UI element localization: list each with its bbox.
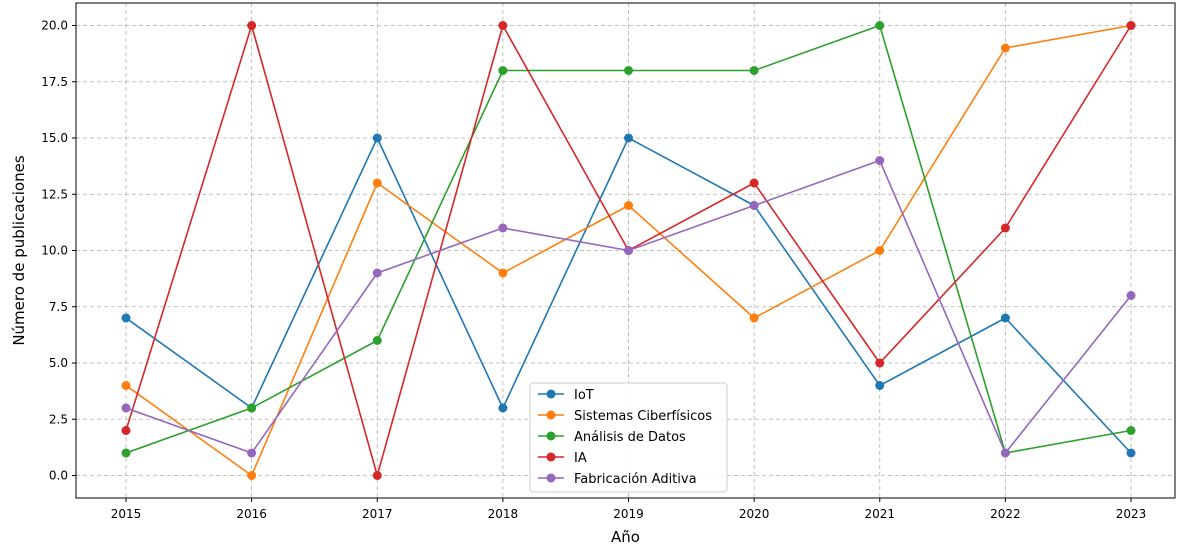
data-point-analisis-de-datos bbox=[372, 336, 382, 345]
x-tick-label: 2022 bbox=[990, 507, 1021, 521]
data-point-analisis-de-datos bbox=[498, 66, 508, 75]
data-point-analisis-de-datos bbox=[624, 66, 633, 75]
data-point-sistemas-ciberfisicos bbox=[1000, 43, 1010, 53]
legend-label-iot: IoT bbox=[574, 388, 594, 403]
data-point-ia bbox=[1000, 223, 1010, 233]
data-point-sistemas-ciberfisicos bbox=[624, 201, 633, 210]
data-point-analisis-de-datos bbox=[1126, 426, 1136, 435]
legend-box bbox=[529, 382, 728, 493]
data-point-fabricacion-aditiva bbox=[624, 246, 633, 255]
data-point-fabricacion-aditiva bbox=[1000, 448, 1010, 458]
legend-label-analisis-de-datos: Análisis de Datos bbox=[574, 430, 686, 445]
data-point-fabricacion-aditiva bbox=[1126, 291, 1136, 300]
data-point-fabricacion-aditiva bbox=[749, 201, 759, 210]
legend-swatch-marker bbox=[546, 452, 556, 462]
data-point-ia bbox=[875, 358, 885, 368]
data-point-iot bbox=[624, 133, 633, 143]
data-point-iot bbox=[372, 133, 382, 143]
data-point-sistemas-ciberfisicos bbox=[875, 246, 885, 255]
legend-label-fabricacion-aditiva: Fabricación Aditiva bbox=[574, 472, 697, 487]
x-axis-title: Año bbox=[611, 528, 640, 546]
x-tick-label: 2018 bbox=[488, 507, 519, 521]
data-point-ia bbox=[749, 178, 759, 188]
data-point-fabricacion-aditiva bbox=[372, 268, 382, 278]
data-point-iot bbox=[875, 381, 885, 390]
y-tick-label: 20.0 bbox=[41, 19, 68, 33]
y-tick-label: 0.0 bbox=[49, 469, 68, 483]
axis-ticks: 2015 2016 2017 2018 2019 2020 2021 2022 2023 0.0 2… bbox=[41, 19, 1146, 522]
data-point-ia bbox=[1126, 21, 1136, 30]
data-point-ia bbox=[247, 21, 257, 30]
y-tick-label: 10.0 bbox=[41, 244, 68, 258]
data-point-ia bbox=[372, 471, 382, 480]
data-point-iot bbox=[1000, 313, 1010, 323]
data-point-analisis-de-datos bbox=[749, 66, 759, 75]
x-tick-label: 2019 bbox=[613, 507, 644, 521]
y-axis-title: Número de publicaciones bbox=[10, 155, 28, 346]
data-point-analisis-de-datos bbox=[875, 21, 885, 30]
y-tick-label: 17.5 bbox=[41, 75, 68, 89]
data-point-sistemas-ciberfisicos bbox=[121, 381, 131, 390]
series-lines bbox=[121, 21, 1136, 480]
y-tick-label: 12.5 bbox=[41, 187, 68, 201]
data-point-iot bbox=[498, 403, 508, 413]
legend-label-sistemas-ciberfisicos: Sistemas Ciberfísicos bbox=[574, 409, 712, 424]
data-point-ia bbox=[498, 21, 508, 30]
x-tick-label: 2023 bbox=[1116, 507, 1147, 521]
x-tick-label: 2017 bbox=[362, 507, 393, 521]
data-point-fabricacion-aditiva bbox=[498, 223, 508, 233]
x-tick-label: 2016 bbox=[236, 507, 267, 521]
data-point-analisis-de-datos bbox=[247, 403, 257, 413]
data-point-ia bbox=[121, 426, 131, 435]
legend-swatch-marker bbox=[546, 410, 556, 420]
y-tick-label: 15.0 bbox=[41, 131, 68, 145]
data-point-analisis-de-datos bbox=[121, 448, 131, 458]
data-point-fabricacion-aditiva bbox=[121, 403, 131, 413]
y-tick-label: 2.5 bbox=[49, 412, 68, 426]
x-tick-label: 2015 bbox=[111, 507, 142, 521]
data-point-fabricacion-aditiva bbox=[875, 156, 885, 165]
legend-swatch-marker bbox=[546, 431, 556, 441]
x-tick-label: 2021 bbox=[864, 507, 895, 521]
legend-label-ia: IA bbox=[574, 451, 587, 466]
data-point-iot bbox=[1126, 448, 1136, 458]
y-tick-label: 7.5 bbox=[49, 300, 68, 314]
data-point-sistemas-ciberfisicos bbox=[498, 268, 508, 278]
data-point-fabricacion-aditiva bbox=[247, 448, 257, 458]
data-point-sistemas-ciberfisicos bbox=[247, 471, 257, 480]
legend: IoT Sistemas Ciberfísicos Análisis de Dato… bbox=[529, 382, 728, 493]
data-point-iot bbox=[121, 313, 131, 323]
legend-swatch-marker bbox=[546, 473, 556, 483]
x-tick-label: 2020 bbox=[739, 507, 770, 521]
data-point-sistemas-ciberfisicos bbox=[372, 178, 382, 188]
data-point-sistemas-ciberfisicos bbox=[749, 313, 759, 323]
y-tick-label: 5.0 bbox=[49, 356, 68, 370]
legend-swatch-marker bbox=[546, 389, 556, 399]
